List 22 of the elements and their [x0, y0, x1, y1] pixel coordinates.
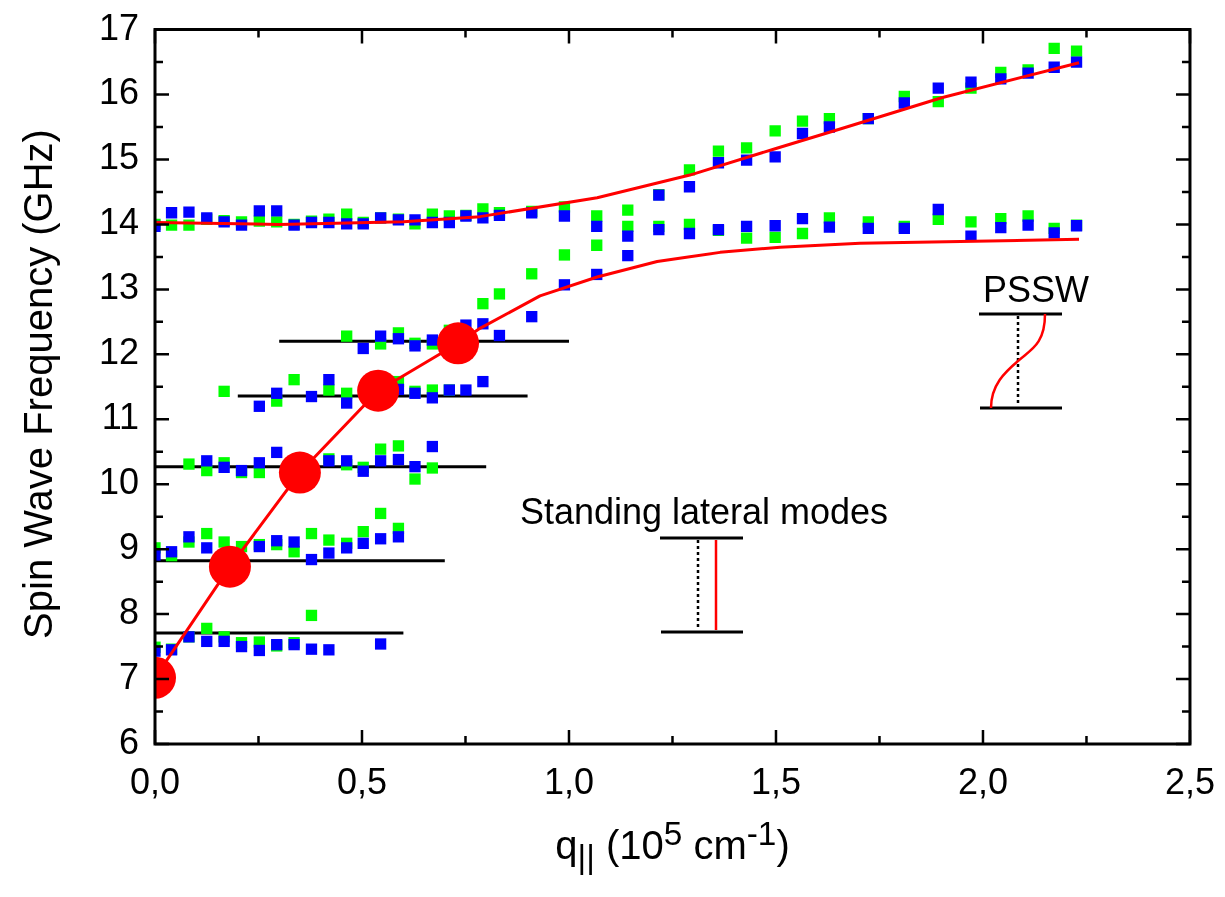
- x-tick-label: 2,0: [957, 760, 1009, 802]
- annotation: Standing lateral modes: [519, 491, 889, 533]
- annotation: PSSW: [982, 269, 1090, 311]
- x-tick-label: 1,0: [543, 760, 595, 802]
- y-tick-label: 11: [101, 396, 139, 438]
- x-tick-label: 1,5: [750, 760, 802, 802]
- y-tick-label: 16: [98, 71, 139, 113]
- y-tick-label: 8: [118, 591, 139, 633]
- y-tick-label: 10: [98, 461, 139, 503]
- x-axis-title: q$_{||}$ (10$^{5}$ cm$^{-1}$): [555, 815, 790, 877]
- y-tick-label: 13: [98, 266, 139, 308]
- y-tick-label: 14: [98, 201, 139, 243]
- y-tick-label: 15: [98, 136, 139, 178]
- y-tick-label: 17: [98, 6, 139, 48]
- x-tick-label: 0,0: [129, 760, 181, 802]
- x-tick-label: 2,5: [1164, 760, 1215, 802]
- y-tick-label: 7: [118, 655, 139, 697]
- y-tick-label: 6: [118, 720, 139, 762]
- x-tick-label: 0,5: [336, 760, 388, 802]
- y-tick-label: 12: [98, 331, 139, 373]
- y-tick-label: 9: [118, 526, 139, 568]
- y-axis-title: Spin Wave Frequency (GHz): [15, 128, 61, 639]
